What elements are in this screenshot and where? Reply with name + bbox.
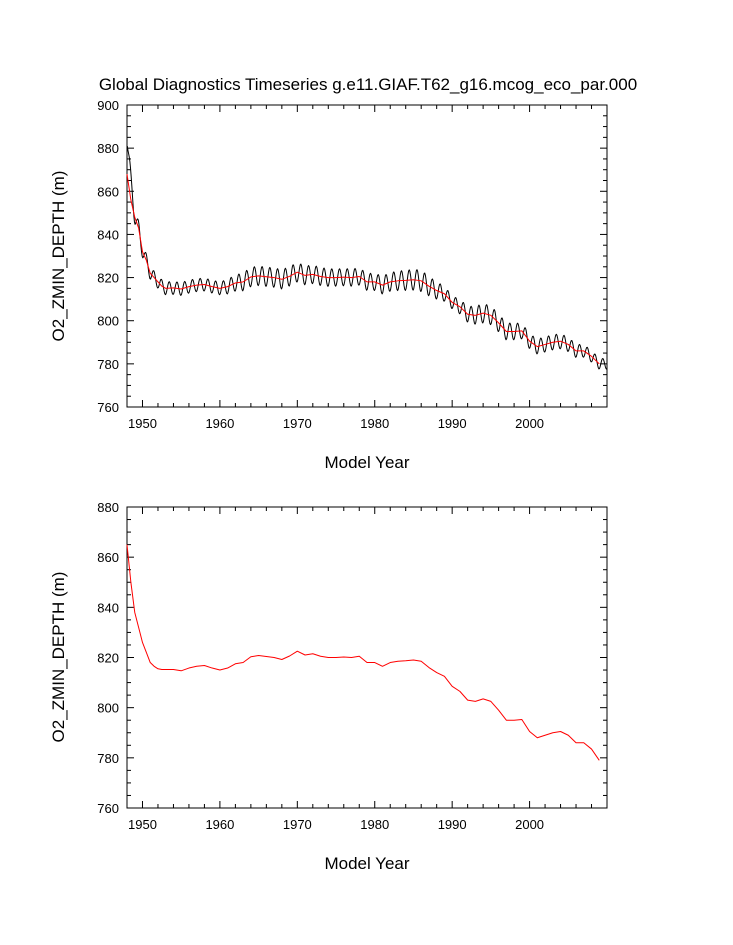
top-plot-frame — [126, 104, 608, 408]
top-x-tick-label: 1990 — [438, 416, 467, 431]
top-y-tick-label: 760 — [97, 400, 119, 415]
bottom-axis-ticks — [126, 506, 608, 809]
top-x-tick-label: 1970 — [283, 416, 312, 431]
bottom-x-tick-label: 2000 — [515, 817, 544, 832]
bottom-x-axis-label: Model Year — [324, 854, 409, 873]
bottom-series-annual-mean-line — [126, 544, 600, 761]
top-axis-ticks — [126, 104, 608, 408]
bottom-y-tick-label: 780 — [97, 751, 119, 766]
bottom-x-tick-label: 1980 — [360, 817, 389, 832]
top-x-tick-label: 1980 — [360, 416, 389, 431]
top-x-tick-label: 1960 — [205, 416, 234, 431]
top-y-tick-label: 880 — [97, 141, 119, 156]
figure-title: Global Diagnostics Timeseries g.e11.GIAF… — [99, 75, 637, 94]
top-y-tick-label: 860 — [97, 184, 119, 199]
bottom-x-tick-labels: 1950 1960 1970 1980 1990 2000 — [128, 817, 544, 832]
bottom-y-tick-label: 760 — [97, 801, 119, 816]
bottom-y-tick-label: 880 — [97, 500, 119, 515]
bottom-chart: 1950 1960 1970 1980 1990 2000 760 780 800 820 840… — [49, 500, 608, 873]
top-x-axis-label: Model Year — [324, 453, 409, 472]
bottom-x-tick-label: 1960 — [205, 817, 234, 832]
top-y-tick-label: 820 — [97, 271, 119, 286]
top-y-tick-label: 840 — [97, 227, 119, 242]
top-y-tick-label: 800 — [97, 314, 119, 329]
top-y-axis-label: O2_ZMIN_DEPTH (m) — [49, 171, 68, 342]
bottom-y-axis-label: O2_ZMIN_DEPTH (m) — [49, 572, 68, 743]
top-x-tick-label: 2000 — [515, 416, 544, 431]
bottom-y-tick-label: 860 — [97, 550, 119, 565]
top-series-monthly-line — [126, 145, 608, 370]
bottom-y-tick-label: 820 — [97, 651, 119, 666]
top-y-tick-label: 900 — [97, 98, 119, 113]
bottom-series-group — [126, 544, 600, 761]
top-y-tick-label: 780 — [97, 357, 119, 372]
top-series-group — [126, 145, 608, 370]
bottom-y-tick-label: 840 — [97, 600, 119, 615]
top-x-tick-labels: 1950 1960 1970 1980 1990 2000 — [128, 416, 544, 431]
bottom-plot-frame — [126, 506, 608, 809]
bottom-x-tick-label: 1950 — [128, 817, 157, 832]
top-chart: 1950 1960 1970 1980 1990 2000 760 780 800 820 840… — [49, 98, 608, 472]
bottom-y-tick-labels: 760 780 800 820 840 860 880 — [97, 500, 119, 816]
top-series-annual-mean-line — [126, 173, 600, 365]
top-x-tick-label: 1950 — [128, 416, 157, 431]
top-y-tick-labels: 760 780 800 820 840 860 880 900 — [97, 98, 119, 415]
bottom-x-tick-label: 1990 — [438, 817, 467, 832]
bottom-x-tick-label: 1970 — [283, 817, 312, 832]
bottom-y-tick-label: 800 — [97, 701, 119, 716]
